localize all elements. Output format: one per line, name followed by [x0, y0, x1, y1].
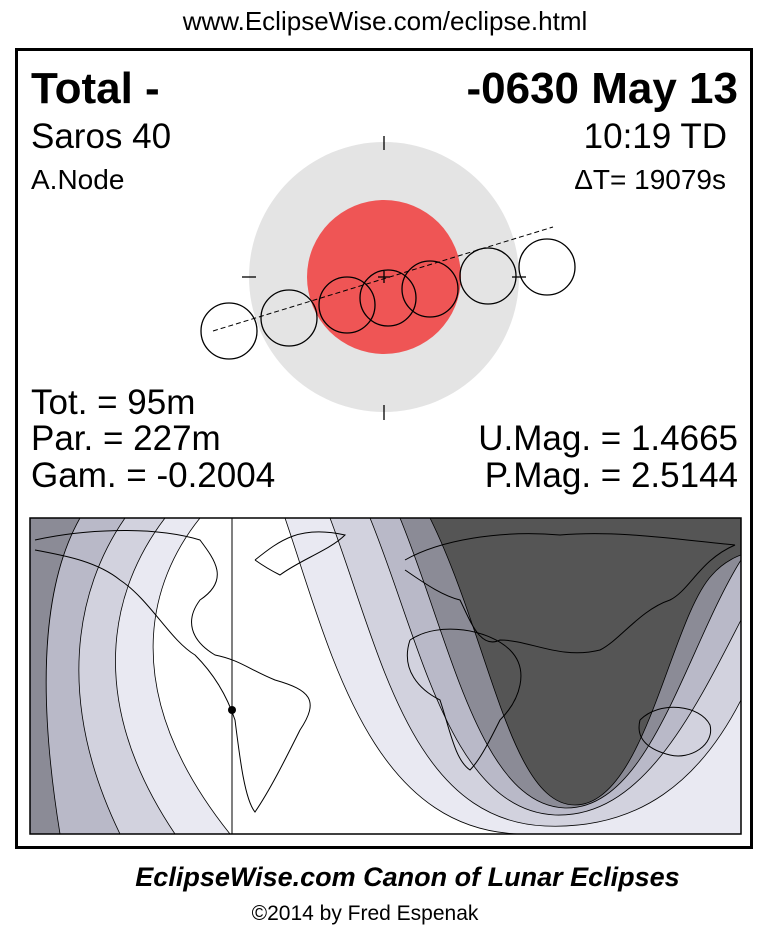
moon-position: [518, 238, 576, 296]
footer-title: EclipseWise.com Canon of Lunar Eclipses: [135, 862, 680, 892]
moon-position: [401, 260, 459, 318]
moon-position: [200, 302, 258, 360]
total-duration: Tot. = 95m: [31, 383, 196, 422]
map-border: [29, 517, 742, 835]
penumbral-magnitude: P.Mag. = 2.5144: [484, 456, 738, 495]
saros-number: Saros 40: [31, 117, 172, 156]
world-map: [30, 518, 741, 834]
totality-visible-region: [429, 518, 741, 806]
partial-duration: Par. = 227m: [31, 419, 221, 458]
sub-lunar-point: [228, 706, 236, 714]
node: A.Node: [31, 164, 125, 195]
australia-outline: [638, 706, 712, 757]
partial-band: [30, 518, 126, 834]
eclipse-frame: [15, 48, 753, 849]
moon-position: [359, 269, 417, 327]
eclipse-type: Total -: [31, 64, 160, 113]
moon-position: [459, 247, 517, 305]
eclipse-time: 10:19 TD: [583, 117, 727, 156]
umbral-magnitude: U.Mag. = 1.4665: [478, 419, 738, 458]
moon-path-line: [212, 226, 554, 332]
gamma: Gam. = -0.2004: [31, 456, 276, 495]
eurasia-outline: [404, 533, 736, 654]
africa-outline: [406, 628, 522, 771]
americas-outline: [34, 530, 311, 813]
moon-position: [318, 276, 376, 334]
footer-copyright: ©2014 by Fred Espenak: [251, 902, 479, 925]
moon-position: [260, 289, 318, 347]
source-url: www.EclipseWise.com/eclipse.html: [182, 6, 588, 36]
delta-t: ΔT= 19079s: [574, 164, 726, 195]
greenland-outline: [254, 531, 346, 576]
total-band: [30, 518, 81, 834]
eclipse-date: -0630 May 13: [466, 64, 738, 113]
